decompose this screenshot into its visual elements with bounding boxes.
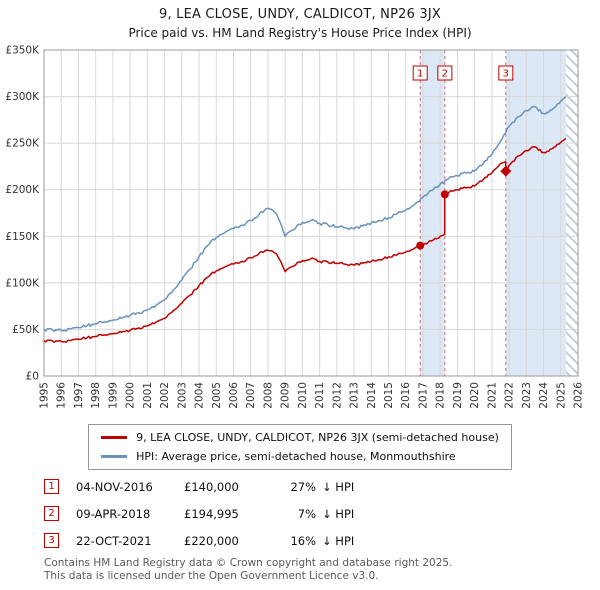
y-axis-label: £50K [12,324,40,336]
legend-row-price: 9, LEA CLOSE, UNDY, CALDICOT, NP26 3JX (… [101,431,499,444]
footer-copyright-line: Contains HM Land Registry data © Crown c… [44,557,453,569]
sale-price: £140,000 [184,479,239,494]
sale-flag-number: 2 [442,69,448,80]
sale-date: 04-NOV-2016 [76,479,153,494]
sale-marker-circle [440,190,449,199]
sale-number-badge: 1 [44,479,59,494]
x-axis-label: 2005 [211,382,223,409]
sale-flag-number: 1 [417,69,423,80]
y-axis-label: £0 [26,371,39,383]
x-axis-label: 2017 [417,382,429,409]
legend-label-hpi: HPI: Average price, semi-detached house,… [136,450,456,463]
y-axis-label: £150K [5,231,40,243]
x-axis-label: 1996 [56,382,68,409]
hpi-series-swatch [101,455,128,458]
sale-date: 09-APR-2018 [76,506,151,521]
x-axis-label: 2018 [435,382,447,409]
legend-row-hpi: HPI: Average price, semi-detached house,… [101,450,499,463]
ownership-band [505,50,566,376]
y-axis-label: £200K [5,184,40,196]
y-axis-label: £250K [5,138,40,150]
x-axis-label: 2003 [176,382,188,409]
sale-flag-box [437,65,453,81]
sale-row: 2 09-APR-2018 £194,995 7% ↓ HPI [44,506,600,521]
x-axis-label: 2009 [280,382,292,409]
x-axis-label: 2010 [297,382,309,409]
ownership-band [420,50,445,376]
price-chart: 1 2 3 £0 £50K £100K £150K £200K £250K £300K £350K 1… [5,45,585,409]
sale-flag-box [412,65,428,81]
x-axis-label: 2012 [331,382,343,409]
x-axis-label: 1997 [73,382,85,409]
x-axis-label: 1998 [90,382,102,409]
x-axis-label: 2020 [469,382,481,409]
hpi-line [43,96,567,333]
x-axis-label: 2019 [452,382,464,409]
future-hatch-region [565,50,578,376]
sale-row: 1 04-NOV-2016 £140,000 27% ↓ HPI [44,479,600,494]
sale-number-badge: 2 [44,506,59,521]
x-axis-label: 2011 [314,382,326,409]
x-axis-label: 2007 [245,382,257,409]
sale-delta: 7% ↓ HPI [297,506,355,521]
y-axis-label: £350K [5,45,40,57]
sale-marker-circle [416,241,425,250]
x-axis-label: 2014 [366,382,378,409]
sales-table: 1 04-NOV-2016 £140,000 27% ↓ HPI 2 09-APR… [44,479,600,548]
sale-row: 3 22-OCT-2021 £220,000 16% ↓ HPI [44,533,600,548]
footer-licence-line: This data is licensed under the Open Gov… [44,570,379,583]
sale-flag-number: 3 [503,69,509,80]
footer: Contains HM Land Registry data © Crown c… [44,557,600,583]
sale-flag-box [498,65,514,81]
chart-subtitle: Price paid vs. HM Land Registry's House … [128,26,472,40]
y-axis-label: £300K [5,91,40,103]
x-axis-label: 2023 [521,382,533,409]
x-axis-label: 2026 [573,382,585,409]
sale-price: £194,995 [184,506,239,521]
price-paid-line [43,137,567,343]
x-axis-label: 2000 [125,382,137,409]
plot-border [43,49,579,377]
x-axis-label: 2002 [159,382,171,409]
x-axis-label: 2004 [194,382,206,409]
sale-delta: 16% ↓ HPI [290,533,355,548]
chart-title: 9, LEA CLOSE, UNDY, CALDICOT, NP26 3JX [158,7,441,22]
sale-date: 22-OCT-2021 [76,533,152,548]
x-axis-label: 2022 [504,382,516,409]
x-axis-label: 2006 [228,382,240,409]
sale-marker-diamond [500,165,512,177]
x-axis-label: 2024 [538,382,550,409]
price-series-swatch [101,436,128,439]
x-axis-label: 2015 [383,382,395,409]
x-axis-label: 1999 [107,382,119,409]
x-axis-label: 2016 [400,382,412,409]
sale-price: £220,000 [184,533,239,548]
chart-legend: 9, LEA CLOSE, UNDY, CALDICOT, NP26 3JX (… [88,424,512,470]
x-axis-label: 2008 [262,382,274,409]
y-axis-label: £100K [5,277,40,289]
x-axis-label: 1995 [39,382,51,409]
x-axis-label: 2025 [555,382,567,409]
legend-label-price: 9, LEA CLOSE, UNDY, CALDICOT, NP26 3JX (… [136,431,499,444]
sale-number-badge: 3 [44,533,59,548]
sale-delta: 27% ↓ HPI [290,479,355,494]
x-axis-label: 2021 [486,382,498,409]
x-axis-label: 2013 [349,382,361,409]
x-axis-label: 2001 [142,382,154,409]
